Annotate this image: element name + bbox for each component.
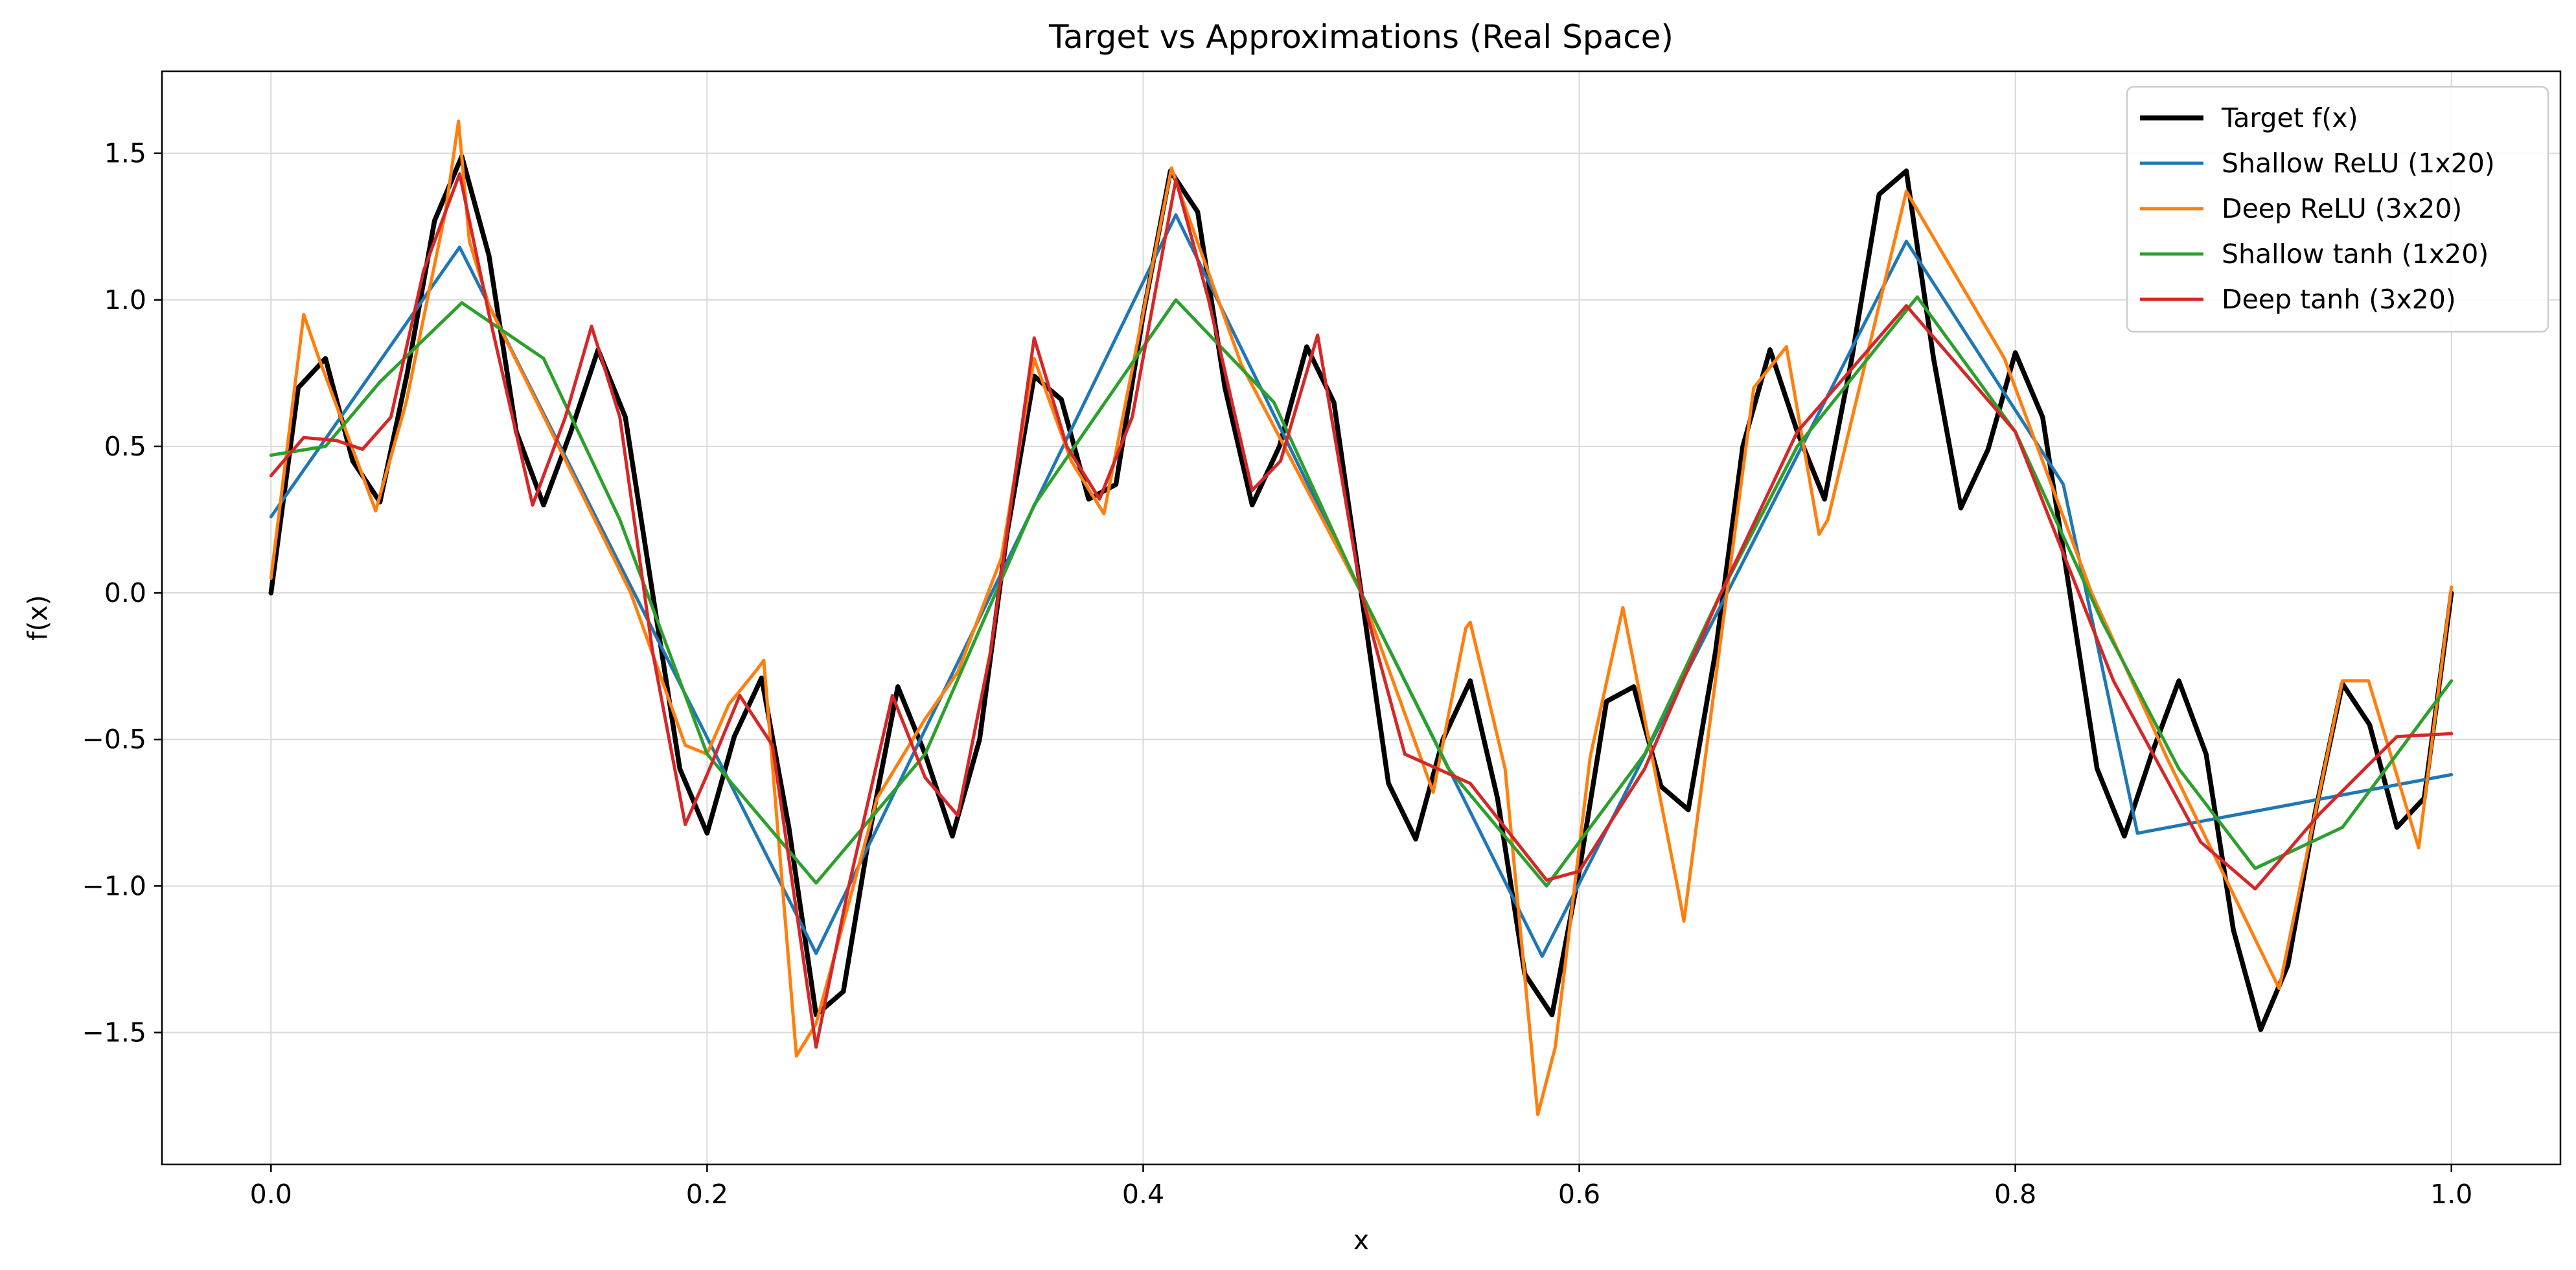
x-tick-label: 1.0 bbox=[2430, 1179, 2472, 1210]
y-tick-label: 1.0 bbox=[104, 284, 146, 316]
x-tick-label: 0.0 bbox=[250, 1179, 292, 1210]
x-axis-label: x bbox=[1353, 1225, 1369, 1256]
x-tick-label: 0.4 bbox=[1122, 1179, 1164, 1210]
x-tick-label: 0.2 bbox=[686, 1179, 728, 1210]
series-lines bbox=[268, 119, 2454, 1116]
chart-title: Target vs Approximations (Real Space) bbox=[1048, 18, 1673, 56]
y-tick-label: 1.5 bbox=[104, 138, 146, 169]
legend-box bbox=[2126, 86, 2549, 333]
legend: Target f(x) Shallow ReLU (1x20) Deep ReLU … bbox=[2126, 86, 2549, 333]
y-tick-label: −0.5 bbox=[82, 724, 146, 755]
legend-entry: Deep tanh (3x20) bbox=[2222, 284, 2456, 315]
legend-entry: Deep ReLU (3x20) bbox=[2222, 193, 2462, 224]
legend-entry: Shallow tanh (1x20) bbox=[2222, 238, 2489, 270]
y-tick-label: 0.5 bbox=[104, 431, 146, 462]
legend-entry: Shallow ReLU (1x20) bbox=[2222, 148, 2495, 179]
y-tick-label: −1.5 bbox=[82, 1017, 146, 1048]
series-line bbox=[269, 172, 2454, 1049]
y-tick-label: −1.0 bbox=[82, 870, 146, 901]
legend-entry: Target f(x) bbox=[2221, 102, 2358, 133]
x-tick-label: 0.8 bbox=[1994, 1179, 2036, 1210]
axis-ticks: 0.0 0.2 0.4 0.6 0.8 1.0 −1.5 −1.0 −0.5 0.0 0.5 1.0 1… bbox=[82, 138, 2472, 1210]
plot-area-frame bbox=[161, 70, 2562, 1166]
y-axis-label: f(x) bbox=[22, 595, 53, 641]
x-tick-label: 0.6 bbox=[1558, 1179, 1600, 1210]
y-tick-label: 0.0 bbox=[104, 577, 146, 608]
